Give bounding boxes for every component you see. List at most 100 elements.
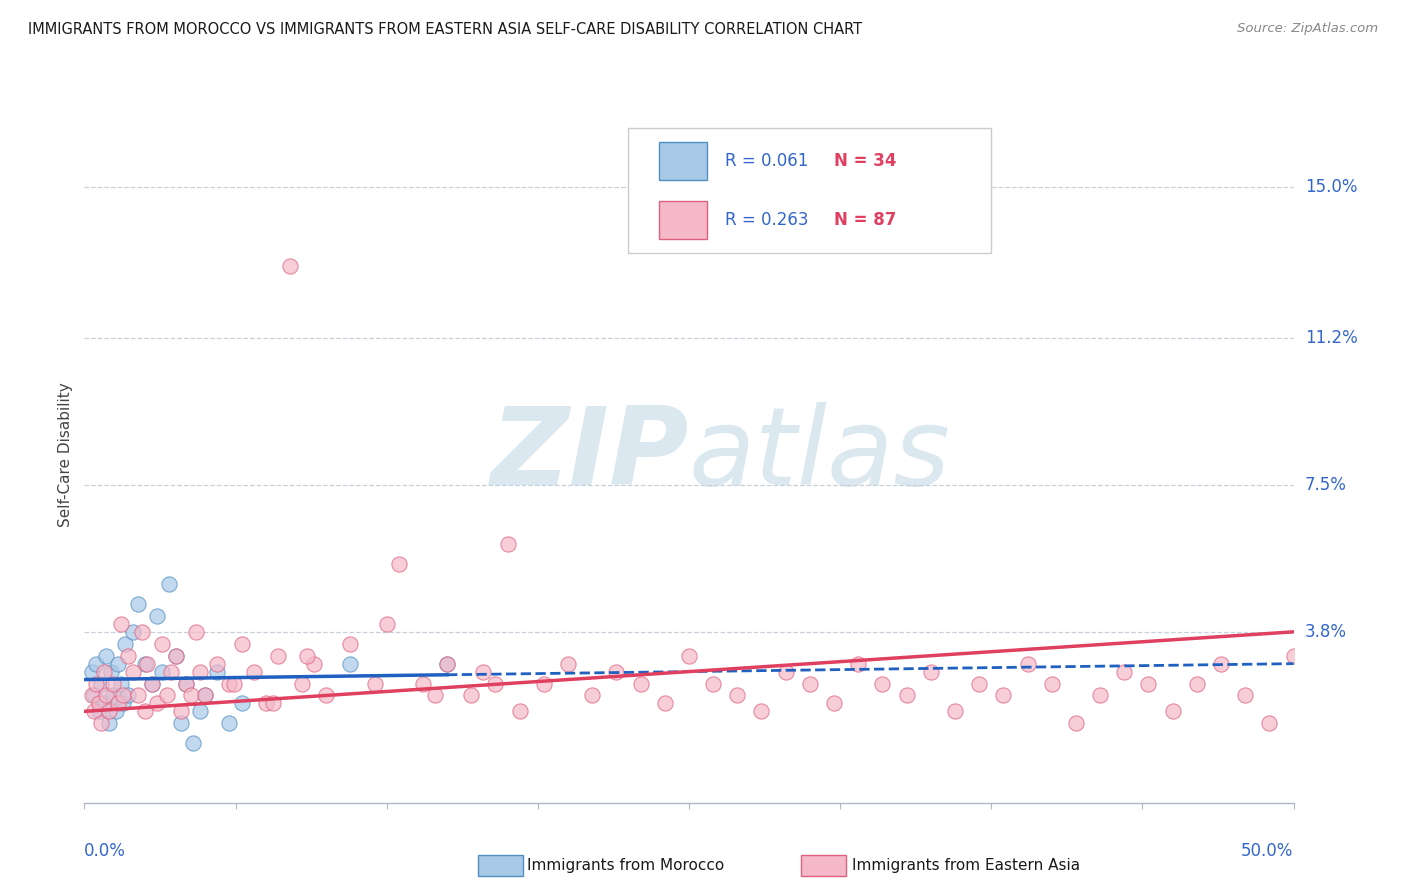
Point	[117, 648, 139, 663]
Point	[799, 676, 821, 690]
Point	[967, 676, 990, 690]
Point	[93, 665, 115, 679]
Point	[302, 657, 325, 671]
Point	[103, 676, 125, 690]
Point	[181, 736, 204, 750]
FancyBboxPatch shape	[628, 128, 991, 253]
Point	[194, 689, 217, 703]
Point	[136, 657, 159, 671]
Point	[262, 697, 284, 711]
Point	[150, 637, 173, 651]
Point	[80, 665, 103, 679]
Point	[509, 704, 531, 718]
Point	[146, 697, 169, 711]
Point	[170, 704, 193, 718]
Point	[363, 676, 385, 690]
Point	[472, 665, 495, 679]
Text: R = 0.263: R = 0.263	[725, 211, 808, 229]
Point	[134, 657, 156, 671]
Point	[207, 657, 229, 671]
Point	[97, 704, 120, 718]
Point	[190, 665, 212, 679]
Point	[146, 609, 169, 624]
Point	[920, 665, 942, 679]
Point	[110, 616, 132, 631]
Text: 50.0%: 50.0%	[1241, 842, 1294, 860]
Text: 15.0%: 15.0%	[1305, 178, 1357, 195]
Point	[295, 648, 318, 663]
Point	[254, 697, 277, 711]
Point	[155, 689, 177, 703]
Point	[654, 697, 676, 711]
Point	[1040, 676, 1063, 690]
Point	[267, 648, 290, 663]
Point	[1258, 716, 1281, 731]
Point	[194, 689, 217, 703]
FancyBboxPatch shape	[659, 201, 707, 239]
Point	[90, 676, 112, 690]
Point	[112, 689, 135, 703]
Point	[339, 657, 361, 671]
Point	[224, 676, 246, 690]
Point	[1234, 689, 1257, 703]
Point	[134, 704, 156, 718]
Text: N = 87: N = 87	[834, 211, 897, 229]
Point	[943, 704, 966, 718]
Point	[93, 697, 115, 711]
Point	[80, 689, 103, 703]
Point	[127, 689, 149, 703]
Point	[1185, 676, 1208, 690]
Point	[117, 689, 139, 703]
Point	[1161, 704, 1184, 718]
Point	[423, 689, 446, 703]
Point	[170, 716, 193, 731]
Point	[231, 637, 253, 651]
Point	[87, 704, 110, 718]
Point	[823, 697, 845, 711]
Point	[872, 676, 894, 690]
Point	[291, 676, 314, 690]
Point	[100, 665, 122, 679]
Point	[1137, 676, 1160, 690]
Point	[460, 689, 482, 703]
Text: R = 0.061: R = 0.061	[725, 152, 808, 170]
Text: atlas: atlas	[689, 402, 950, 508]
Point	[242, 665, 264, 679]
Point	[165, 648, 187, 663]
Point	[141, 676, 163, 690]
Text: 3.8%: 3.8%	[1305, 623, 1347, 640]
Point	[86, 676, 108, 690]
Point	[581, 689, 603, 703]
Point	[83, 704, 105, 718]
Text: Source: ZipAtlas.com: Source: ZipAtlas.com	[1237, 22, 1378, 36]
Point	[1114, 665, 1136, 679]
Text: 11.2%: 11.2%	[1305, 328, 1357, 347]
Point	[114, 637, 136, 651]
Point	[87, 697, 110, 711]
Point	[1064, 716, 1087, 731]
Point	[315, 689, 337, 703]
Point	[165, 648, 187, 663]
Point	[103, 689, 125, 703]
Point	[190, 704, 212, 718]
Point	[83, 689, 105, 703]
Text: N = 34: N = 34	[834, 152, 897, 170]
Point	[1209, 657, 1232, 671]
Point	[121, 624, 143, 639]
Point	[557, 657, 579, 671]
Point	[630, 676, 652, 690]
Point	[496, 537, 519, 551]
Point	[94, 689, 117, 703]
Point	[436, 657, 458, 671]
Point	[846, 657, 869, 671]
Point	[86, 657, 108, 671]
Point	[207, 665, 229, 679]
Point	[180, 689, 202, 703]
Point	[94, 648, 117, 663]
Point	[121, 665, 143, 679]
Point	[231, 697, 253, 711]
Point	[1017, 657, 1039, 671]
Point	[678, 648, 700, 663]
Point	[112, 697, 135, 711]
Point	[218, 676, 240, 690]
